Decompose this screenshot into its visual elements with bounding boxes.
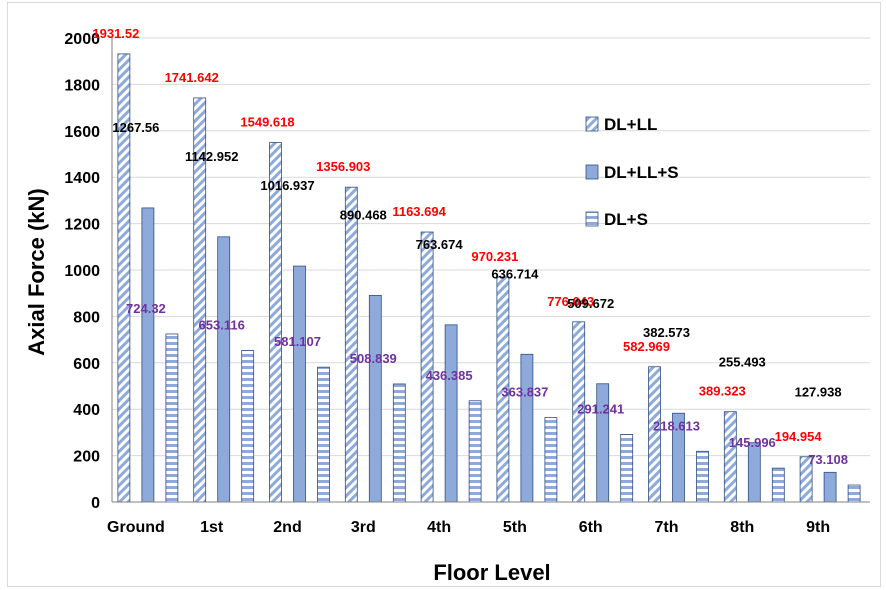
data-label: 776.643 (547, 294, 594, 309)
x-tick-label: 4th (427, 519, 451, 536)
x-tick-label: 2nd (273, 519, 301, 536)
bar-dl-plus-ll-7th (648, 366, 661, 503)
gridlines (112, 37, 870, 457)
y-tick-label: 1400 (64, 170, 100, 187)
data-label: 1267.56 (112, 120, 159, 135)
data-label: 363.837 (501, 385, 548, 400)
y-tick-label: 1800 (64, 77, 100, 94)
data-label: 194.954 (775, 429, 823, 444)
bar-dl-plus-ll-plus-s-2nd (293, 265, 306, 503)
x-tick-label: 5th (503, 519, 527, 536)
bar-dl-plus-s-8th (771, 467, 785, 503)
bar-dl-plus-s-1st (241, 350, 255, 503)
data-label: 1741.642 (165, 70, 219, 85)
x-tick-label: 1st (200, 519, 224, 536)
y-tick-label: 400 (73, 402, 100, 419)
x-axis-title: Floor Level (433, 560, 550, 585)
bars (117, 53, 861, 503)
bar-dl-plus-ll-plus-s-3rd (368, 295, 382, 503)
legend: DL+LL DL+LL+S DL+S (585, 115, 679, 229)
legend-swatch (585, 211, 599, 227)
y-tick-label: 600 (73, 356, 100, 373)
axes: 0 200 400 600 800 1000 1200 1400 1600 1800 2000 Gro… (64, 31, 870, 536)
x-tick-label: 6th (579, 519, 603, 536)
data-label: 1163.694 (392, 204, 446, 219)
bar-dl-plus-s-2nd (317, 366, 330, 503)
bar-dl-plus-ll-2nd (269, 142, 282, 503)
data-label: 581.107 (274, 334, 321, 349)
data-label: 724.32 (126, 301, 166, 316)
legend-label: DL+LL+S (604, 163, 679, 182)
data-label: 970.231 (471, 249, 518, 264)
data-label: 508.839 (350, 351, 397, 366)
data-label: 582.969 (623, 339, 670, 354)
bar-dl-plus-s-ground (165, 333, 179, 503)
x-tick-label: Ground (107, 519, 165, 536)
data-label: 636.714 (491, 266, 539, 281)
y-tick-label: 2000 (64, 31, 100, 48)
bar-dl-plus-ll-plus-s-9th (823, 471, 837, 503)
legend-swatch (585, 164, 599, 180)
data-label: 382.573 (643, 325, 690, 340)
x-tick-label: 3rd (351, 519, 376, 536)
data-label: 509.672 (567, 296, 614, 311)
x-tick-label: 7th (655, 519, 679, 536)
bar-dl-plus-ll-3rd (344, 186, 358, 503)
x-tick-label: 9th (806, 519, 830, 536)
data-label: 389.323 (699, 384, 746, 399)
data-label: 291.241 (577, 401, 624, 416)
data-label: 890.468 (340, 207, 387, 222)
y-tick-label: 1000 (64, 263, 100, 280)
x-tick-label: 8th (730, 519, 754, 536)
data-label: 255.493 (719, 355, 766, 370)
data-label: 1549.618 (240, 114, 294, 129)
y-tick-label: 1600 (64, 124, 100, 141)
data-labels: 1931.52 1267.56 724.32 1741.642 1142.952 653.… (92, 26, 848, 467)
y-tick-label: 0 (91, 495, 100, 512)
bar-dl-plus-s-4th (468, 400, 482, 503)
data-label: 436.385 (426, 368, 473, 383)
data-label: 1356.903 (316, 159, 370, 174)
legend-label: DL+LL (604, 115, 657, 134)
legend-swatch (585, 116, 599, 132)
y-tick-label: 800 (73, 309, 100, 326)
bar-dl-plus-ll-plus-s-1st (217, 236, 231, 503)
y-tick-label: 200 (73, 449, 100, 466)
y-tick-label: 1200 (64, 217, 100, 234)
data-label: 73.108 (808, 452, 848, 467)
y-axis-title: Axial Force (kN) (24, 188, 49, 356)
bar-dl-plus-ll-8th (723, 411, 737, 503)
data-label: 1016.937 (260, 178, 314, 193)
bar-dl-plus-s-5th (544, 417, 558, 503)
bar-dl-plus-ll-plus-s-4th (444, 324, 458, 503)
bar-dl-plus-s-6th (620, 434, 634, 503)
data-label: 763.674 (416, 237, 464, 252)
data-label: 218.613 (653, 418, 700, 433)
bar-dl-plus-ll-plus-s-5th (520, 353, 534, 503)
data-label: 653.116 (199, 317, 245, 332)
bar-dl-plus-ll-plus-s-ground (141, 207, 155, 503)
bar-dl-plus-ll-plus-s-8th (747, 442, 761, 503)
bar-dl-plus-s-9th (847, 484, 861, 503)
data-label: 1931.52 (92, 26, 139, 41)
data-label: 127.938 (795, 384, 842, 399)
bar-dl-plus-s-7th (696, 450, 709, 503)
data-label: 1142.952 (185, 149, 239, 164)
legend-label: DL+S (604, 210, 648, 229)
bar-dl-plus-s-3rd (392, 383, 406, 503)
data-label: 145.996 (729, 435, 776, 450)
